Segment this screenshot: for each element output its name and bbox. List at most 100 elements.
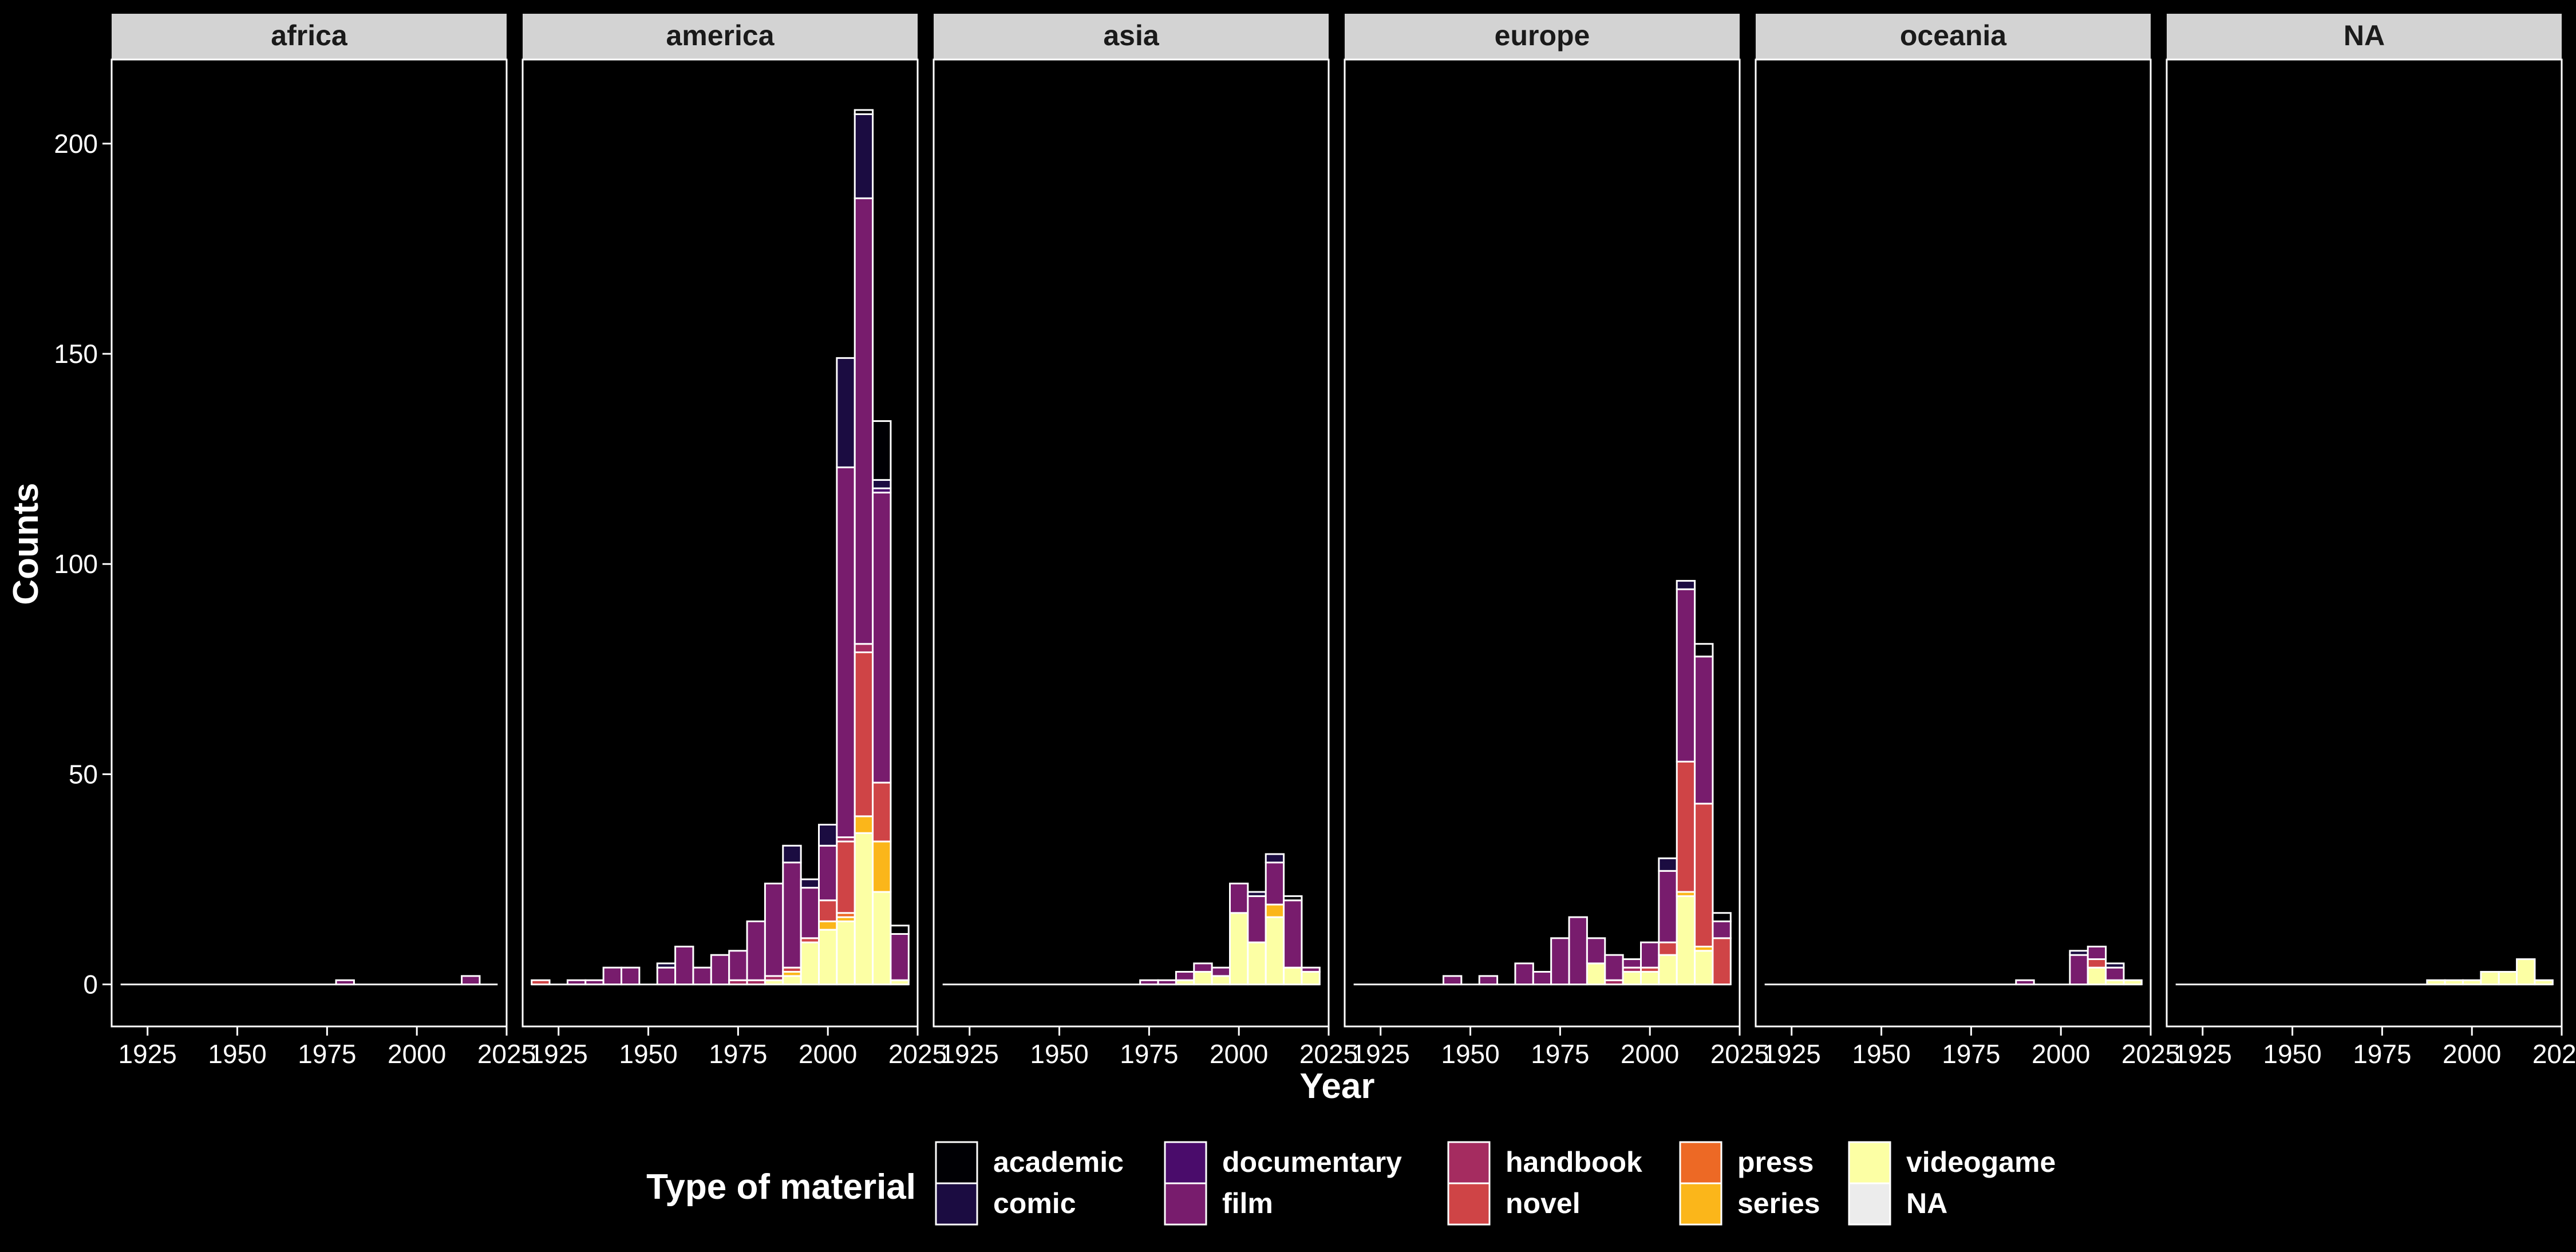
bar-segment-comic [1676, 580, 1696, 590]
legend: Type of material academic comic documentar… [646, 1141, 2056, 1226]
bar-segment-film [2015, 979, 2035, 986]
legend-key-press [1679, 1141, 1722, 1184]
bar-segment-videogame [2444, 979, 2464, 986]
legend-label-series: series [1737, 1187, 1820, 1219]
bar-segment-novel [2087, 958, 2107, 969]
bar-segment-film [1229, 882, 1249, 914]
bar-segment-novel [836, 840, 856, 914]
bar-segment-comic [818, 824, 838, 847]
x-tick-label: 1950 [2263, 1039, 2321, 1069]
bar-segment-comic [1247, 891, 1267, 897]
bar-segment-film [1478, 975, 1499, 986]
legend-key-series [1679, 1182, 1722, 1226]
bar-segment-film [621, 966, 641, 986]
bar-segment-film [1514, 962, 1534, 986]
legend-label-novel: novel [1506, 1187, 1581, 1219]
bar-segment-novel [854, 651, 874, 817]
legend-label-na: NA [1906, 1187, 1947, 1219]
x-tick-label: 1950 [1852, 1039, 1910, 1069]
facet-panel-oceania: oceania 1925 1950 1975 2000 2025 [1755, 14, 2180, 1069]
bar-segment-film [1586, 937, 1606, 965]
facet-strip [112, 14, 507, 60]
x-tick-label: 2000 [2443, 1039, 2501, 1069]
bar-segment-videogame [1193, 971, 1213, 986]
bar-segment-novel [1712, 937, 1732, 986]
facet-panel-europe: europe 1925 1950 1975 2000 2025 [1344, 14, 1769, 1069]
y-axis: 0 50 100 150 200 [54, 129, 112, 1000]
y-tick-label: 0 [83, 970, 98, 1000]
bar-segment-videogame [2534, 979, 2554, 986]
bar-segment-videogame [782, 975, 802, 986]
bar-segment-series [1265, 903, 1285, 918]
x-tick-label: 1975 [1531, 1039, 1589, 1069]
x-tick-label: 1950 [1030, 1039, 1088, 1069]
bar-segment-film [2105, 966, 2125, 981]
bar-segment-videogame [1694, 950, 1714, 986]
bar-segment-videogame [1676, 895, 1696, 986]
legend-label-film: film [1222, 1187, 1273, 1219]
bar-segment-comic [782, 844, 802, 864]
legend-label-handbook: handbook [1506, 1146, 1642, 1178]
legend-key-documentary [1164, 1141, 1207, 1184]
bar-segment-videogame [1265, 916, 1285, 986]
x-tick-label: 2025 [2121, 1039, 2180, 1069]
bar-segment-videogame [854, 832, 874, 986]
x-axis-title: Year [1299, 1067, 1374, 1106]
bar-segment-film [1265, 862, 1285, 906]
facet-panel-africa: africa 1925 1950 1975 2000 2025 [110, 14, 536, 1069]
bar-segment-videogame [1229, 912, 1249, 986]
bar-segment-series [872, 840, 892, 893]
bar-segment-novel [1658, 941, 1678, 956]
panel-border [1344, 58, 1741, 1028]
bar-segment-film [890, 933, 910, 981]
bar-segment-series [854, 815, 874, 834]
x-tick-label: 2025 [477, 1039, 536, 1069]
bar-segment-comic [656, 962, 677, 969]
bar-segment-comic [2069, 950, 2089, 956]
x-tick-label: 1950 [619, 1039, 677, 1069]
bar-segment-academic [1694, 643, 1714, 658]
bar-segment-videogame [872, 891, 892, 986]
bar-segment-handbook [854, 643, 874, 653]
x-tick-label: 2025 [888, 1039, 947, 1069]
bar-segment-videogame [1301, 971, 1321, 986]
bar-segment-film [800, 887, 820, 939]
legend-key-comic [935, 1182, 978, 1226]
panel-border [110, 58, 508, 1028]
facet-strip [1756, 14, 2151, 60]
bar-segment-film [1658, 870, 1678, 943]
bar-segment-film [1604, 954, 1624, 981]
facet-strip-label: asia [1103, 19, 1160, 52]
bar-segment-comic [1265, 853, 1285, 864]
bar-segment-film [872, 491, 892, 784]
x-tick-label: 1925 [941, 1039, 999, 1069]
bar-segment-film [674, 945, 694, 986]
bar-segment-film [1211, 966, 1231, 977]
bar-segment-film [854, 197, 874, 645]
bar-segment-film [1301, 966, 1321, 973]
bar-segment-film [764, 882, 784, 977]
x-tick-label: 2000 [799, 1039, 857, 1069]
bar-segment-film [1193, 962, 1213, 973]
bar-segment-novel [872, 781, 892, 843]
bar-segment-film [1157, 979, 1177, 986]
legend-key-videogame [1848, 1141, 1891, 1184]
bar-segment-film [566, 979, 587, 986]
x-tick-label: 1975 [709, 1039, 767, 1069]
bar-segment-film [1676, 588, 1696, 763]
bar-segment-film [584, 979, 605, 986]
x-tick-label: 1925 [1352, 1039, 1410, 1069]
bar-segment-film [1694, 655, 1714, 805]
facet-strip-label: europe [1495, 19, 1590, 52]
bar-segment-film [1175, 971, 1195, 981]
bar-segment-videogame [1586, 962, 1606, 986]
legend-label-videogame: videogame [1906, 1146, 2056, 1178]
bar-segment-comic [872, 479, 892, 489]
bar-segment-film [2069, 954, 2089, 986]
legend-title: Type of material [646, 1167, 916, 1207]
bar-segment-novel [531, 979, 551, 986]
bar-segment-comic [854, 113, 874, 199]
bar-segment-film [782, 862, 802, 969]
bar-segment-film [1640, 941, 1660, 969]
